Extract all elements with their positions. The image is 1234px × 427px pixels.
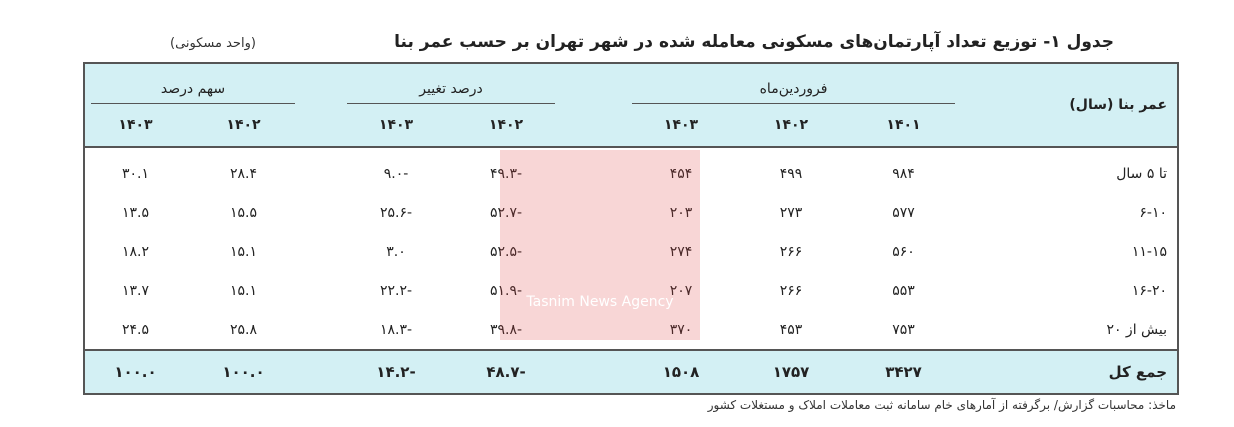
- cell: -۱۸.۳: [379, 321, 413, 338]
- header-share: سهم درصد: [91, 81, 295, 104]
- cell: ۱۰۰.۰: [84, 349, 186, 395]
- cell: ۴۵۳: [779, 321, 803, 338]
- cell: ۲۶۶: [779, 243, 803, 260]
- cell: ۳.۰: [386, 243, 406, 260]
- cell: ۱۰۰.۰: [186, 349, 301, 395]
- cell: ۹۸۴: [892, 165, 915, 182]
- table-row: ۱۱-۱۵ ۵۶۰ ۲۶۶ ۲۷۴ -۵۲.۵ ۳.۰ ۱۵.۱ ۱۸.۲: [84, 232, 1178, 271]
- cell: -۳۹.۸: [489, 321, 523, 338]
- cell: ۱۵۰۸: [626, 349, 737, 395]
- cell: ۲۵.۸: [229, 321, 257, 338]
- cell: ۵۵۳: [892, 282, 915, 299]
- cell: -۴۸.۷: [451, 349, 562, 395]
- row-label: ۱۱-۱۵: [1131, 243, 1168, 260]
- cell: -۵۲.۷: [489, 204, 523, 221]
- cell: ۱۳.۵: [121, 204, 149, 221]
- cell: ۲۰۳: [669, 204, 693, 221]
- table-row: بیش از ۲۰ ۷۵۳ ۴۵۳ ۳۷۰ -۳۹.۸ -۱۸.۳ ۲۵.۸ ۲۴.۵: [84, 310, 1178, 350]
- cell: ۱۵.۱: [229, 282, 257, 299]
- cell: ۲۷۴: [669, 243, 693, 260]
- header-farvardin: فروردین‌ماه: [632, 81, 956, 104]
- year-header: ۱۴۰۲: [736, 104, 847, 148]
- cell: ۳۴۲۷: [846, 349, 962, 395]
- year-header: ۱۴۰۲: [451, 104, 562, 148]
- table-row: ۶-۱۰ ۵۷۷ ۲۷۳ ۲۰۳ -۵۲.۷ -۲۵.۶ ۱۵.۵ ۱۳.۵: [84, 193, 1178, 232]
- cell: -۲۲.۲: [379, 282, 413, 299]
- cell: -۵۲.۵: [489, 243, 523, 260]
- row-label: بیش از ۲۰: [1106, 321, 1168, 338]
- cell: -۹.۰: [383, 165, 409, 182]
- cell: ۳۰.۱: [121, 165, 149, 182]
- cell: ۱۸.۲: [121, 243, 149, 260]
- cell: ۵۷۷: [892, 204, 915, 221]
- table-row: ۱۶-۲۰ ۵۵۳ ۲۶۶ ۲۰۷ -۵۱.۹ -۲۲.۲ ۱۵.۱ ۱۳.۷: [84, 271, 1178, 310]
- row-label: ۶-۱۰: [1139, 204, 1168, 221]
- row-label: تا ۵ سال: [1116, 165, 1168, 182]
- table-row: تا ۵ سال ۹۸۴ ۴۹۹ ۴۵۴ -۴۹.۳ -۹.۰ ۲۸.۴ ۳۰.۱: [84, 147, 1178, 193]
- cell: ۲۸.۴: [229, 165, 257, 182]
- cell: -۲۵.۶: [379, 204, 413, 221]
- year-header: ۱۴۰۳: [626, 104, 737, 148]
- cell: -۱۴.۲: [341, 349, 452, 395]
- year-header: ۱۴۰۳: [341, 104, 452, 148]
- cell: ۴۵۴: [669, 165, 693, 182]
- header-change: درصد تغییر: [347, 81, 556, 104]
- cell: ۲۶۶: [779, 282, 803, 299]
- cell: ۱۵.۵: [229, 204, 257, 221]
- header-age: عمر بنا (سال): [961, 62, 1179, 148]
- cell: ۲۴.۵: [121, 321, 149, 338]
- watermark-logo: Tasnim News Agency: [500, 150, 700, 340]
- table-title: جدول ۱- توزیع تعداد آپارتمان‌های مسکونی …: [394, 32, 1114, 52]
- cell: -۵۱.۹: [489, 282, 523, 299]
- row-label: ۱۶-۲۰: [1131, 282, 1168, 299]
- cell: ۲۷۳: [779, 204, 803, 221]
- year-header: ۱۴۰۲: [186, 104, 301, 148]
- year-header: ۱۴۰۳: [84, 104, 186, 148]
- total-row: جمع کل ۳۴۲۷ ۱۷۵۷ ۱۵۰۸ -۴۸.۷ -۱۴.۲ ۱۰۰.۰ …: [84, 349, 1179, 395]
- cell: ۲۰۷: [669, 282, 693, 299]
- cell: ۱۵.۱: [229, 243, 257, 260]
- year-header: ۱۴۰۱: [846, 104, 962, 148]
- cell: ۵۶۰: [892, 243, 915, 260]
- cell: ۴۹۹: [779, 165, 803, 182]
- source-note: ماخذ: محاسبات گزارش/ برگرفته از آمارهای …: [707, 398, 1176, 412]
- cell: ۱۳.۷: [121, 282, 149, 299]
- cell: -۴۹.۳: [489, 165, 523, 182]
- cell: ۱۷۵۷: [736, 349, 847, 395]
- unit-label: (واحد مسکونی): [170, 36, 256, 51]
- cell: ۷۵۳: [892, 321, 915, 338]
- cell: ۳۷۰: [669, 321, 693, 338]
- data-table: عمر بنا (سال) فروردین‌ماه درصد تغییر سهم…: [83, 62, 1180, 395]
- total-label: جمع کل: [961, 349, 1179, 395]
